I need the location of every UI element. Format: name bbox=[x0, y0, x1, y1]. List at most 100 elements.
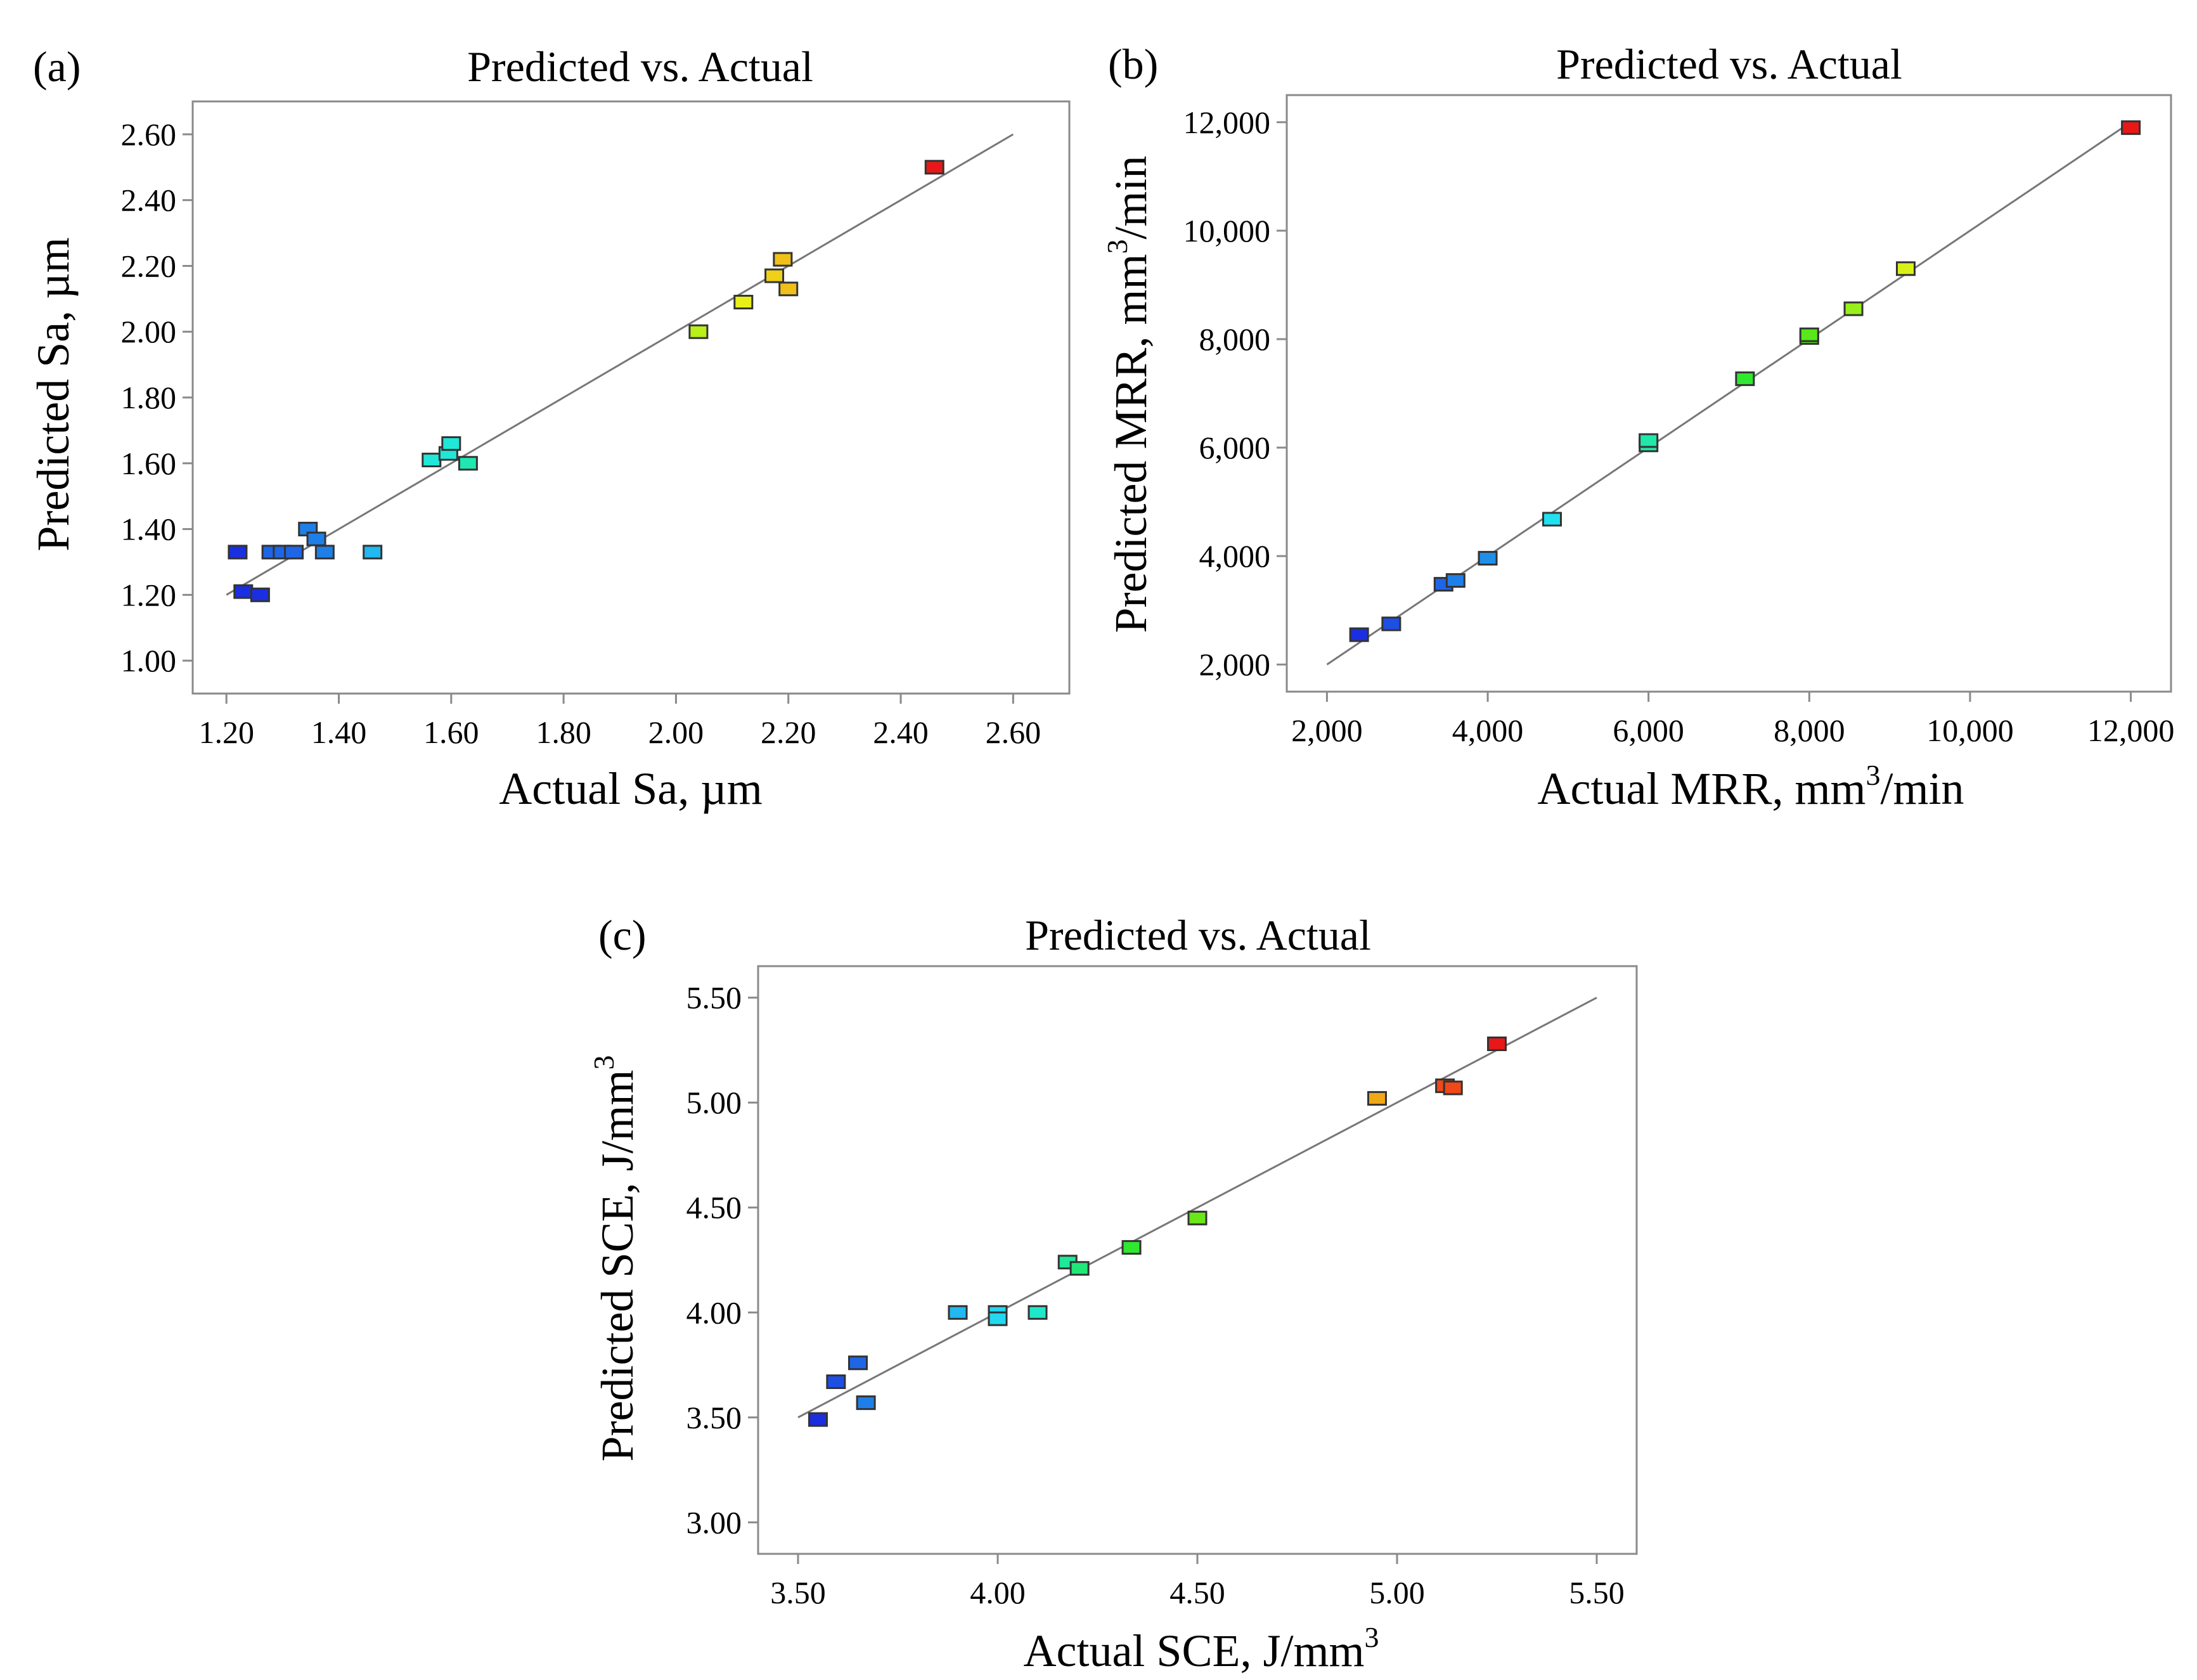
data-point bbox=[458, 456, 478, 471]
panel-label: (c) bbox=[598, 911, 646, 959]
fit-line bbox=[797, 997, 1597, 1419]
y-axis: 3.00 3.50 4.00 4.50 5.00 5.50 bbox=[686, 980, 758, 1540]
panel-label: (b) bbox=[1108, 40, 1158, 88]
fit-line bbox=[226, 133, 1014, 596]
data-point bbox=[1843, 301, 1864, 316]
data-point bbox=[1478, 551, 1498, 566]
x-axis-label-part: Actual MRR, mm bbox=[1537, 763, 1865, 814]
y-tick-label: 12,000 bbox=[1183, 105, 1271, 140]
data-point bbox=[314, 545, 335, 560]
y-tick-label: 4,000 bbox=[1199, 538, 1271, 574]
y-axis-label-part: Predicted MRR, mm bbox=[1105, 254, 1156, 633]
x-tick-label: 4,000 bbox=[1452, 713, 1524, 748]
data-point bbox=[2121, 120, 2141, 135]
data-point bbox=[1028, 1305, 1048, 1320]
x-tick-label: 2.20 bbox=[761, 714, 816, 750]
plot-frame bbox=[1285, 94, 2172, 693]
y-axis: 1.00 1.20 1.40 1.60 1.80 2.00 2.20 2.40 2.60 bbox=[121, 117, 193, 678]
y-tick-label: 2.60 bbox=[121, 117, 177, 152]
y-axis-label-part: /min bbox=[1105, 156, 1156, 240]
x-axis-label: Actual SCE, J/mm3 bbox=[1024, 1621, 1379, 1676]
data-points bbox=[1349, 120, 2141, 642]
y-tick-label: 6,000 bbox=[1199, 430, 1271, 465]
y-tick-label: 2.40 bbox=[121, 183, 177, 218]
x-axis-label: Actual MRR, mm3/min bbox=[1537, 759, 1964, 814]
y-tick-label: 1.20 bbox=[121, 577, 177, 612]
x-tick-label: 1.80 bbox=[536, 714, 591, 750]
y-axis-label: Predicted SCE, J/mm3 bbox=[588, 1056, 643, 1462]
y-tick-label: 2.20 bbox=[121, 248, 177, 283]
data-point bbox=[778, 281, 799, 297]
data-point bbox=[1349, 627, 1369, 642]
y-axis: 2,000 4,000 6,000 8,000 10,000 12,000 bbox=[1183, 105, 1287, 682]
data-point bbox=[1799, 327, 1819, 342]
y-tick-label: 4.50 bbox=[686, 1190, 742, 1225]
x-tick-label: 4.50 bbox=[1169, 1575, 1225, 1610]
data-points bbox=[808, 1036, 1507, 1427]
data-point bbox=[688, 324, 709, 339]
x-tick-label: 1.60 bbox=[423, 714, 479, 750]
data-point bbox=[1121, 1240, 1142, 1255]
x-axis: 1.20 1.40 1.60 1.80 2.00 2.20 2.40 2.60 bbox=[198, 694, 1041, 750]
x-tick-label: 5.00 bbox=[1369, 1575, 1425, 1610]
chart-panel-a: (a) Predicted vs. Actual 1.20 1.40 1.60 1.8… bbox=[28, 42, 1071, 814]
data-point bbox=[228, 545, 248, 560]
x-tick-label: 1.40 bbox=[311, 714, 367, 750]
y-tick-label: 1.60 bbox=[121, 446, 177, 481]
x-axis-label: Actual Sa, µm bbox=[499, 763, 762, 814]
data-point bbox=[1487, 1036, 1507, 1051]
y-tick-label: 3.00 bbox=[686, 1504, 742, 1540]
data-point bbox=[1735, 371, 1755, 386]
y-tick-label: 1.40 bbox=[121, 512, 177, 547]
data-point bbox=[1367, 1091, 1387, 1106]
superscript: 3 bbox=[588, 1056, 620, 1070]
data-point bbox=[250, 587, 270, 602]
data-point bbox=[948, 1305, 968, 1320]
data-point bbox=[848, 1355, 868, 1371]
x-tick-label: 1.20 bbox=[198, 714, 254, 750]
y-axis-label-part: Predicted SCE, J/mm bbox=[592, 1070, 643, 1462]
x-tick-label: 2,000 bbox=[1291, 713, 1363, 748]
x-tick-label: 6,000 bbox=[1613, 713, 1684, 748]
x-axis: 3.50 4.00 4.50 5.00 5.50 bbox=[770, 1554, 1625, 1610]
y-tick-label: 3.50 bbox=[686, 1400, 742, 1435]
data-point bbox=[773, 252, 793, 267]
plot-frame bbox=[191, 100, 1071, 695]
data-point bbox=[306, 531, 326, 546]
x-tick-label: 2.60 bbox=[986, 714, 1041, 750]
data-point bbox=[1542, 512, 1562, 527]
chart-panel-b: (b) Predicted vs. Actual 2,000 4,000 6,000… bbox=[1101, 40, 2174, 814]
data-point bbox=[1445, 573, 1466, 588]
y-tick-label: 5.00 bbox=[686, 1085, 742, 1120]
data-point bbox=[1639, 433, 1659, 448]
data-point bbox=[924, 160, 944, 175]
data-point bbox=[1187, 1210, 1208, 1225]
chart-panel-c: (c) Predicted vs. Actual 3.50 4.00 4.50 5.0… bbox=[588, 911, 1638, 1676]
x-axis-label-part: /min bbox=[1880, 763, 1964, 814]
data-points bbox=[228, 160, 944, 602]
data-point bbox=[1069, 1261, 1090, 1276]
data-point bbox=[764, 268, 785, 283]
y-tick-label: 8,000 bbox=[1199, 321, 1271, 357]
y-tick-label: 2,000 bbox=[1199, 647, 1271, 682]
data-point bbox=[1896, 261, 1916, 276]
x-axis: 2,000 4,000 6,000 8,000 10,000 12,000 bbox=[1291, 692, 2174, 748]
chart-title: Predicted vs. Actual bbox=[1025, 911, 1371, 959]
data-point bbox=[284, 545, 304, 560]
data-point bbox=[422, 453, 442, 468]
data-point bbox=[363, 545, 383, 560]
panel-label: (a) bbox=[33, 42, 81, 91]
y-tick-label: 4.00 bbox=[686, 1295, 742, 1330]
x-tick-label: 2.00 bbox=[648, 714, 704, 750]
superscript: 3 bbox=[1101, 240, 1133, 254]
superscript: 3 bbox=[1365, 1621, 1379, 1653]
y-axis-label: Predicted MRR, mm3/min bbox=[1101, 156, 1156, 633]
data-point bbox=[808, 1412, 828, 1427]
x-axis-label-part: Actual SCE, J/mm bbox=[1024, 1625, 1365, 1676]
y-tick-label: 1.80 bbox=[121, 380, 177, 415]
y-tick-label: 1.00 bbox=[121, 643, 177, 678]
x-tick-label: 4.00 bbox=[970, 1575, 1026, 1610]
x-tick-label: 12,000 bbox=[2087, 713, 2175, 748]
chart-title: Predicted vs. Actual bbox=[467, 42, 813, 91]
